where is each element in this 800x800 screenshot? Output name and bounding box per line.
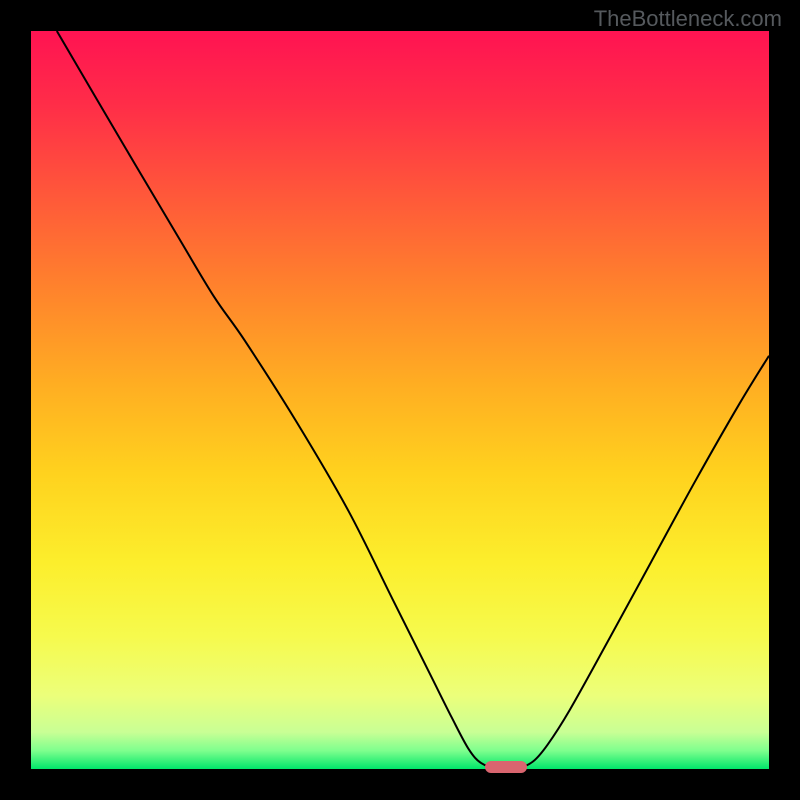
bottleneck-curve bbox=[31, 31, 769, 769]
watermark-text: TheBottleneck.com bbox=[594, 6, 782, 32]
plot-area bbox=[31, 31, 769, 769]
optimal-marker bbox=[485, 761, 527, 774]
